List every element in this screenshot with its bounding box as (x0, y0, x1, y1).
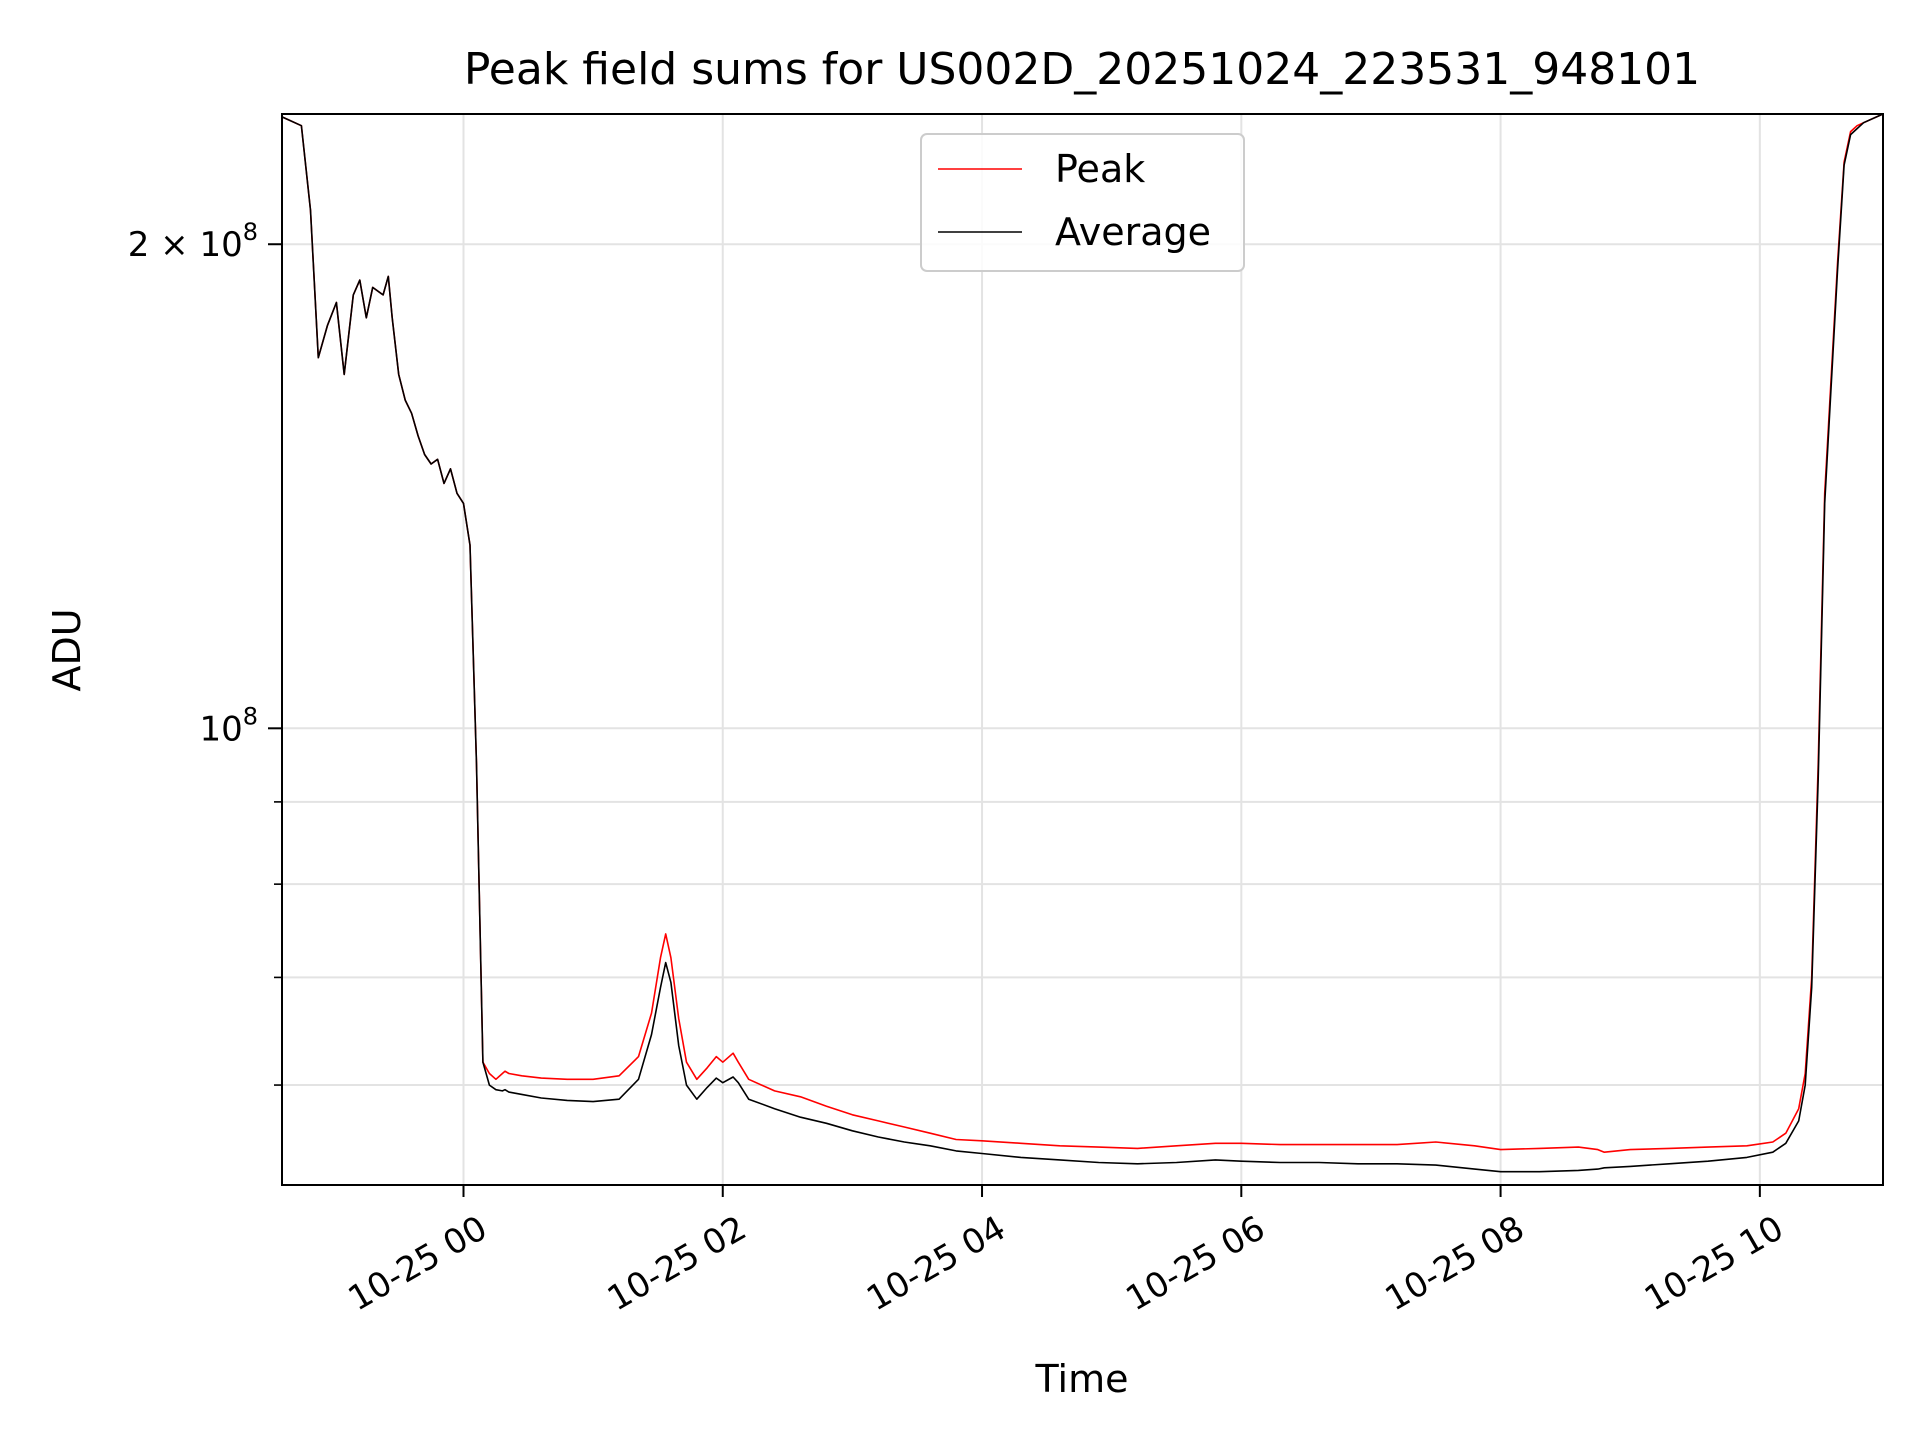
y-axis-label: ADU (45, 608, 89, 691)
x-tick-label: 10-25 00 (342, 1208, 494, 1319)
x-axis-label: Time (1035, 1357, 1129, 1401)
x-tick-label: 10-25 06 (1119, 1208, 1271, 1319)
series-layer (281, 113, 1884, 1173)
plot-frame (281, 113, 1884, 1186)
x-tick-label: 10-25 04 (860, 1208, 1012, 1319)
x-axis: 10-25 00 10-25 02 10-25 04 10-25 06 10-25 08… (342, 1185, 1790, 1319)
x-tick-label: 10-25 10 (1638, 1208, 1790, 1319)
chart-title: Peak field sums for US002D_20251024_2235… (464, 44, 1700, 95)
grid (282, 114, 1883, 1185)
legend: Peak Average (920, 133, 1245, 272)
y-tick-label: 108 (199, 702, 258, 749)
y-axis: 108 2 × 108 (128, 218, 282, 1086)
series-line-average (281, 113, 1884, 1173)
legend-average-label: Average (1055, 210, 1211, 254)
legend-peak-label: Peak (1055, 147, 1145, 191)
x-tick-label: 10-25 08 (1379, 1208, 1531, 1319)
y-tick-label: 2 × 108 (128, 218, 258, 265)
x-tick-label: 10-25 02 (601, 1208, 753, 1319)
